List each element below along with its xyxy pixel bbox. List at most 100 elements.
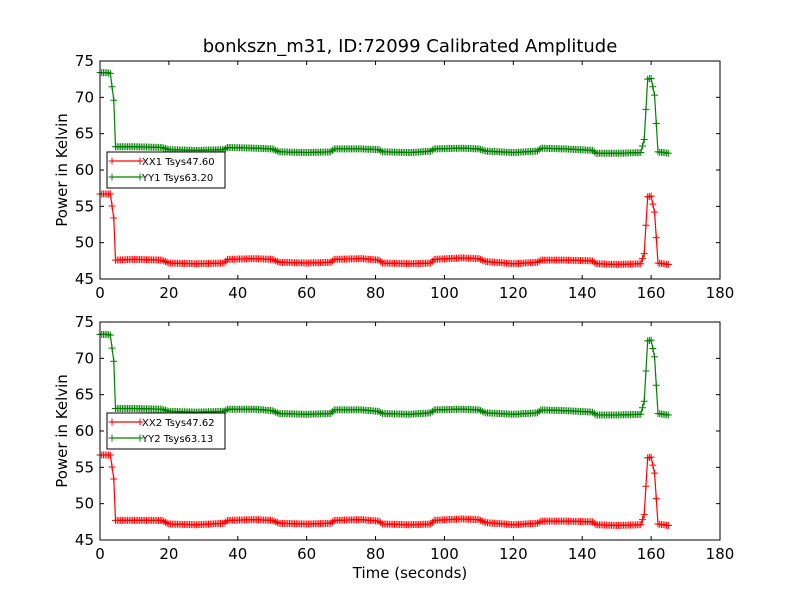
y-tick-label: 70 [75,349,94,367]
data-point-marker [273,147,281,155]
data-point-marker [160,144,168,152]
data-point-marker [642,482,650,490]
y-tick-label: 75 [75,52,94,70]
data-point-marker [477,255,485,263]
y-tick-label: 55 [75,197,94,215]
y-tick-label: 60 [75,422,94,440]
legend-marker [108,157,116,165]
data-point-marker [480,257,488,265]
data-point-marker [589,257,597,265]
data-point-marker [327,519,335,527]
data-point-marker [651,91,659,99]
data-point-marker [273,519,281,527]
data-point-marker [329,408,336,416]
x-tick-label: 160 [637,284,666,302]
chart-bottom: 0 20 40 60 80 100 120 140 160 180 45 50 55 60 65 70 75 XX… [75,313,734,563]
data-point-marker [589,146,597,154]
x-tick-label: 60 [297,545,316,563]
data-point-marker [637,149,645,157]
data-point-marker [647,74,655,82]
y-tick-label: 50 [75,234,94,252]
x-tick-label: 120 [499,545,528,563]
data-point-marker [477,145,485,153]
data-point-marker [639,516,646,524]
legend-label: YY1 Tsys63.20 [141,173,213,184]
data-point-marker [637,521,645,529]
x-tick-label: 80 [366,284,385,302]
data-point-marker [377,408,385,416]
legend: XX1 Tsys47.60 YY1 Tsys63.20 [106,151,226,189]
y-tick-label: 55 [75,458,94,476]
legend-marker [108,173,116,181]
y-tick-label: 75 [75,313,94,331]
data-point-marker [428,407,436,415]
data-point-marker [652,234,660,242]
data-point-marker [427,259,435,267]
x-tick-label: 0 [95,284,105,302]
data-point-marker [590,148,598,156]
data-point-marker [640,511,648,519]
data-point-marker [110,475,118,483]
legend-marker [108,418,116,426]
data-point-marker [640,397,648,405]
legend-box [106,412,226,450]
data-point-marker [480,518,488,526]
data-point-marker [270,517,278,525]
data-point-marker [651,469,659,477]
data-point-marker [327,258,335,266]
legend-label: YY2 Tsys63.13 [141,434,213,445]
data-point-marker [160,517,168,525]
data-point-marker [589,408,597,416]
data-point-marker [272,518,280,526]
data-point-marker [651,208,659,216]
x-tick-label: 40 [228,545,247,563]
data-point-marker [268,255,276,263]
data-point-marker [535,407,543,415]
data-point-marker [533,147,541,155]
data-point-marker [161,518,169,526]
data-point-marker [428,146,436,154]
x-tick-label: 140 [568,284,597,302]
data-point-marker [273,409,281,417]
data-point-marker [647,336,655,344]
data-point-marker [270,407,278,415]
x-tick-label: 0 [95,545,105,563]
data-point-marker [427,409,435,417]
data-point-marker [158,516,166,524]
x-tick-label: 180 [706,284,735,302]
x-axis-label: Time (seconds) [352,564,468,582]
x-tick-label: 60 [297,284,316,302]
x-tick-label: 120 [499,284,528,302]
data-point-marker [475,255,483,263]
y-axis-label: Power in Kelvin [53,113,71,227]
data-point-marker [535,257,543,265]
legend-label: XX2 Tsys47.62 [142,418,215,429]
data-point-marker [160,406,168,414]
data-point-marker [649,461,657,469]
data-point-marker [649,345,657,353]
x-tick-label: 20 [159,545,178,563]
data-point-marker [220,259,228,267]
y-tick-label: 60 [75,161,94,179]
data-point-marker [110,214,118,222]
y-tick-label: 70 [75,88,94,106]
data-point-marker [589,518,597,526]
data-point-marker [106,69,114,77]
data-point-marker [652,495,660,503]
legend-marker [136,157,144,165]
data-point-marker [652,381,660,389]
y-tick-label: 45 [75,531,94,549]
data-point-marker [652,119,660,127]
data-point-marker [478,517,486,525]
data-point-marker [106,190,114,198]
data-point-marker [110,357,118,365]
y-tick-label: 50 [75,495,94,513]
data-point-marker [590,519,598,527]
data-point-marker [375,256,383,264]
data-point-marker [480,408,488,416]
data-point-marker [480,147,488,155]
data-point-marker [108,83,116,91]
data-point-marker [478,256,486,264]
data-point-marker [637,410,645,418]
